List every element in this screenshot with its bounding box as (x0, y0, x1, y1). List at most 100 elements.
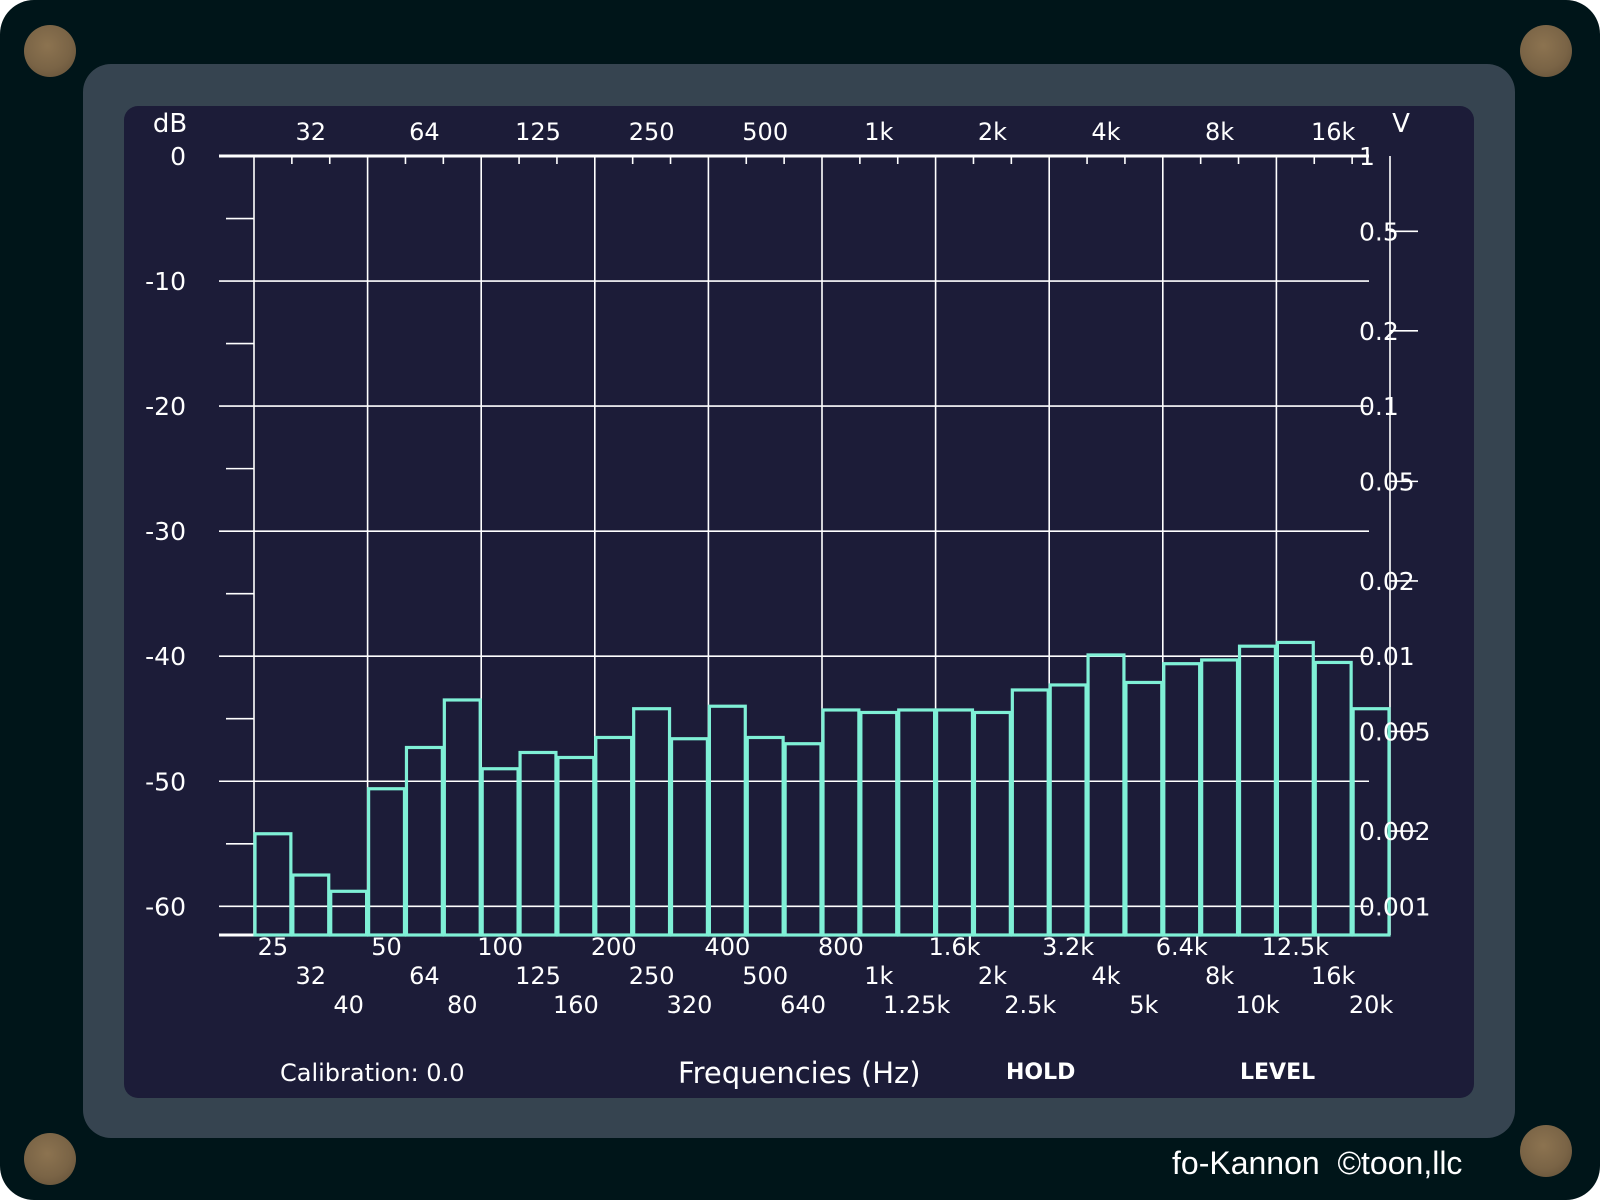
spectrum-bar (1010, 688, 1050, 937)
bottom-freq-label: 640 (780, 991, 826, 1019)
screw-bottom-left-icon (24, 1133, 76, 1185)
bottom-freq-label: 1k (864, 962, 893, 990)
spectrum-bar (972, 710, 1012, 937)
db-tick-label: -60 (145, 892, 186, 921)
bottom-freq-label: 50 (371, 933, 402, 961)
spectrum-bar (367, 787, 407, 937)
spectrum-screen (124, 106, 1474, 1098)
spectrum-bar (594, 735, 634, 937)
volt-axis-label: V (1392, 109, 1410, 139)
bottom-freq-label: 800 (818, 933, 864, 961)
screw-top-right-icon (1520, 25, 1572, 77)
screw-bottom-right-icon (1520, 1125, 1572, 1177)
bottom-freq-label: 2.5k (1004, 991, 1056, 1019)
bottom-freq-label: 250 (629, 962, 675, 990)
spectrum-bar (934, 708, 975, 937)
bottom-freq-label: 200 (591, 933, 637, 961)
bottom-freq-label: 5k (1129, 991, 1158, 1019)
spectrum-bar (821, 708, 861, 937)
spectrum-bar (1124, 680, 1164, 937)
spectrum-bar (404, 745, 444, 937)
spectrum-bar (291, 873, 331, 937)
db-tick-label: -10 (145, 267, 186, 296)
bottom-freq-label: 10k (1235, 991, 1280, 1019)
bottom-freq-label: 80 (447, 991, 478, 1019)
spectrum-bar (518, 750, 558, 937)
spectrum-bar (1275, 640, 1315, 937)
bottom-freq-label: 32 (296, 962, 327, 990)
db-tick-label: -50 (145, 767, 186, 796)
spectrum-bar (480, 767, 520, 937)
bottom-freq-label: 4k (1091, 962, 1120, 990)
spectrum-bar (1048, 683, 1088, 937)
volt-tick-label: 0.001 (1359, 892, 1431, 921)
bottom-freq-label: 1.6k (928, 933, 980, 961)
top-freq-label: 2k (978, 118, 1007, 146)
bottom-freq-label: 400 (704, 933, 750, 961)
volt-tick-label: 0.05 (1359, 467, 1415, 496)
volt-tick-label: 0.5 (1359, 217, 1399, 246)
bottom-freq-label: 12.5k (1262, 933, 1329, 961)
spectrum-bar (442, 698, 482, 937)
bottom-freq-label: 16k (1311, 962, 1356, 990)
top-freq-label: 16k (1311, 118, 1356, 146)
bottom-freq-label: 1.25k (883, 991, 950, 1019)
level-button[interactable]: LEVEL (1240, 1060, 1316, 1085)
db-axis-label: dB (153, 109, 187, 139)
bottom-freq-label: 100 (477, 933, 523, 961)
db-tick-label: -30 (145, 517, 186, 546)
spectrum-bar (1237, 644, 1277, 937)
top-freq-label: 125 (515, 118, 561, 146)
spectrum-bar (783, 742, 823, 937)
top-freq-label: 32 (296, 118, 327, 146)
bottom-freq-label: 20k (1349, 991, 1394, 1019)
volt-tick-label: 0.002 (1359, 817, 1431, 846)
spectrum-bar (632, 707, 672, 937)
spectrum-bar (745, 735, 785, 937)
spectrum-bar (1162, 662, 1202, 937)
spectrum-bar (897, 708, 937, 937)
spectrum-bar (329, 889, 369, 937)
spectrum-bar (669, 737, 709, 937)
bottom-freq-label: 2k (978, 962, 1007, 990)
bottom-freq-label: 125 (515, 962, 561, 990)
spectrum-bar (1313, 660, 1353, 937)
spectrum-bar (1351, 707, 1391, 937)
spectrum-bar (253, 832, 293, 937)
volt-tick-label: 0.02 (1359, 567, 1415, 596)
bottom-freq-label: 6.4k (1156, 933, 1208, 961)
spectrum-bar (707, 704, 747, 937)
frequency-axis-title: Frequencies (Hz) (678, 1056, 921, 1090)
volt-tick-label: 0.01 (1359, 642, 1415, 671)
db-tick-label: -40 (145, 642, 186, 671)
top-freq-label: 8k (1205, 118, 1234, 146)
top-freq-label: 4k (1091, 118, 1120, 146)
bottom-freq-label: 500 (742, 962, 788, 990)
volt-tick-label: 1 (1359, 142, 1375, 171)
bottom-freq-label: 64 (409, 962, 440, 990)
spectrum-bar (1086, 653, 1126, 937)
bottom-freq-label: 25 (258, 933, 289, 961)
bottom-freq-label: 40 (333, 991, 364, 1019)
top-freq-label: 500 (742, 118, 788, 146)
bottom-freq-label: 8k (1205, 962, 1234, 990)
top-freq-label: 1k (864, 118, 893, 146)
bottom-freq-label: 3.2k (1042, 933, 1094, 961)
volt-tick-label: 0.005 (1359, 717, 1431, 746)
top-freq-label: 64 (409, 118, 440, 146)
bottom-freq-label: 320 (667, 991, 713, 1019)
spectrum-bar (859, 710, 899, 937)
brand-label: fo-Kannon ©toon,llc (1172, 1145, 1463, 1181)
top-freq-label: 250 (629, 118, 675, 146)
calibration-readout: Calibration: 0.0 (280, 1059, 465, 1087)
screw-top-left-icon (24, 25, 76, 77)
volt-tick-label: 0.2 (1359, 317, 1399, 346)
hold-button[interactable]: HOLD (1006, 1060, 1076, 1085)
spectrum-bar (1200, 658, 1240, 937)
db-tick-label: 0 (170, 142, 186, 171)
spectrum-bar (556, 755, 596, 937)
volt-tick-label: 0.1 (1359, 392, 1399, 421)
spectrum-chart: dB 0 -10 -20 -30 -40 -50 -60 V1 0.5 0.2 0.1 0.05 0.02… (145, 109, 1431, 1019)
db-tick-label: -20 (145, 392, 186, 421)
bottom-freq-label: 160 (553, 991, 599, 1019)
